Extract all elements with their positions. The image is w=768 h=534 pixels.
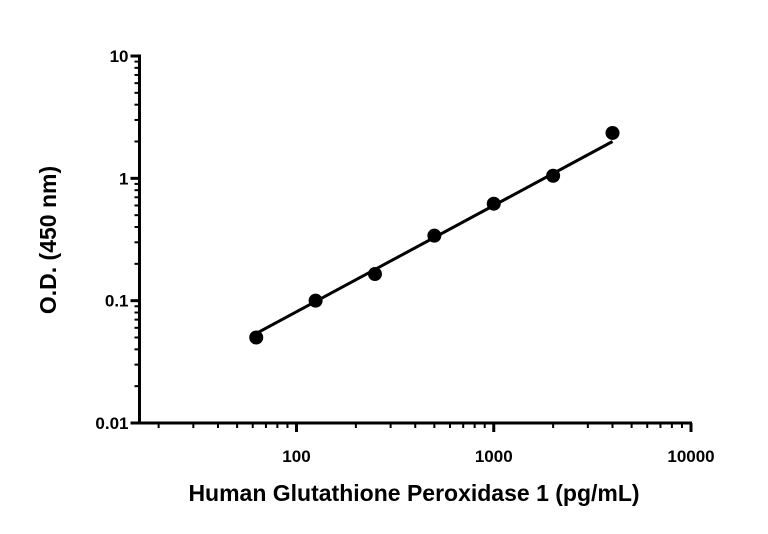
data-point — [486, 196, 501, 211]
axes — [130, 54, 693, 432]
y-tick-label: 10 — [110, 47, 129, 66]
data-point — [308, 293, 323, 308]
data-point — [546, 168, 561, 183]
data-point — [427, 228, 442, 243]
y-tick-label: 1 — [119, 169, 128, 188]
y-tick-label: 0.1 — [105, 292, 129, 311]
tick-labels: 0.01 0.1 1 10 100 1000 10000 — [95, 47, 714, 466]
data-point — [367, 267, 382, 282]
x-tick-label: 100 — [282, 447, 310, 466]
x-tick-label: 1000 — [475, 447, 513, 466]
data-point — [605, 125, 620, 140]
y-tick-label: 0.01 — [95, 414, 128, 433]
data-point — [249, 330, 264, 345]
data-marks — [249, 125, 620, 345]
x-axis-title: Human Glutathione Peroxidase 1 (pg/mL) — [188, 480, 639, 506]
x-tick-label: 10000 — [667, 447, 714, 466]
y-axis-title: O.D. (450 nm) — [35, 166, 61, 314]
